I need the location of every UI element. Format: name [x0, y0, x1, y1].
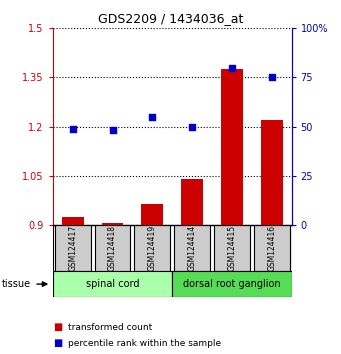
Bar — [62, 217, 84, 225]
Bar — [134, 225, 170, 271]
Bar — [221, 69, 243, 225]
Bar — [172, 271, 292, 297]
Bar — [53, 271, 172, 297]
Point — [189, 124, 195, 129]
Text: GSM124415: GSM124415 — [227, 225, 236, 271]
Text: GSM124419: GSM124419 — [148, 225, 157, 271]
Bar — [94, 225, 130, 271]
Text: tissue: tissue — [2, 279, 31, 289]
Text: ■: ■ — [53, 338, 62, 348]
Point — [70, 126, 75, 131]
Bar — [142, 204, 163, 225]
Text: ■: ■ — [53, 322, 62, 332]
Text: percentile rank within the sample: percentile rank within the sample — [68, 339, 221, 348]
Text: GSM124417: GSM124417 — [68, 225, 77, 271]
Text: spinal cord: spinal cord — [86, 279, 139, 289]
Point — [150, 114, 155, 120]
Text: GSM124416: GSM124416 — [267, 225, 276, 271]
Bar — [55, 225, 91, 271]
Bar — [214, 225, 250, 271]
Text: transformed count: transformed count — [68, 323, 152, 332]
Bar — [174, 225, 210, 271]
Point — [110, 128, 115, 133]
Point — [269, 75, 275, 80]
Bar — [261, 120, 283, 225]
Bar — [181, 179, 203, 225]
Text: dorsal root ganglion: dorsal root ganglion — [183, 279, 281, 289]
Text: GSM124418: GSM124418 — [108, 225, 117, 271]
Text: GDS2209 / 1434036_at: GDS2209 / 1434036_at — [98, 12, 243, 25]
Bar — [254, 225, 290, 271]
Point — [229, 65, 235, 70]
Text: GSM124414: GSM124414 — [188, 225, 197, 271]
Bar — [102, 223, 123, 225]
